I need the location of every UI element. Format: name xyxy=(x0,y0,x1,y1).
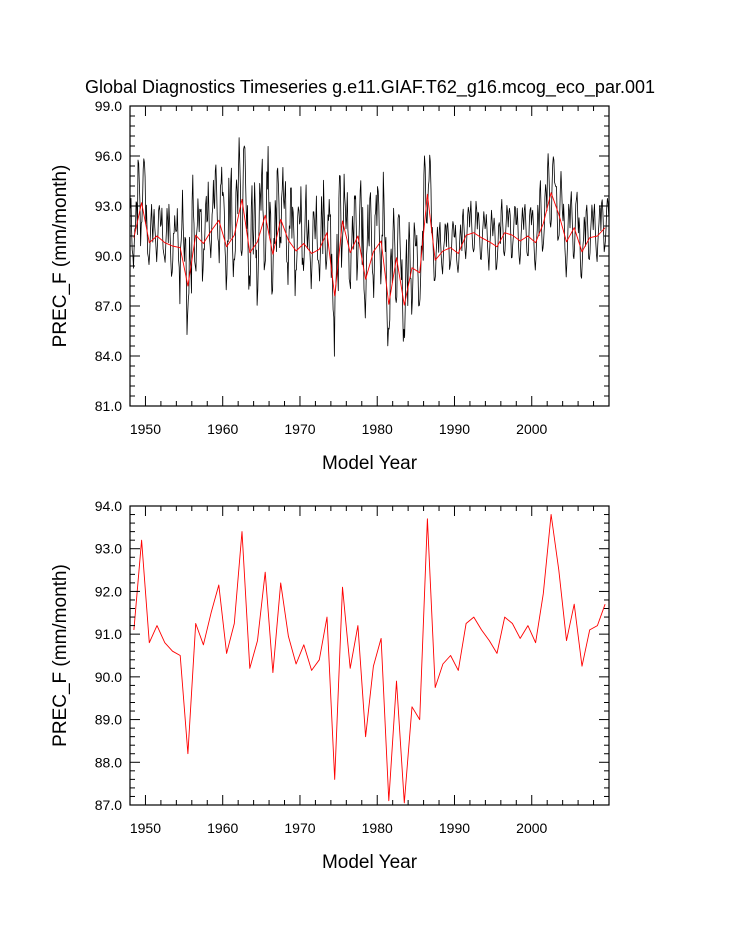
y-axis-title: PREC_F (mm/month) xyxy=(50,165,71,348)
x-tick-label: 1970 xyxy=(284,421,315,437)
x-tick-label: 1990 xyxy=(439,820,470,836)
x-tick-label: 1980 xyxy=(362,820,393,836)
y-tick-label: 91.0 xyxy=(95,626,122,642)
x-tick-label: 2000 xyxy=(516,820,547,836)
y-tick-label: 90.0 xyxy=(95,669,122,685)
y-tick-label: 92.0 xyxy=(95,583,122,599)
y-axis-title: PREC_F (mm/month) xyxy=(50,564,71,747)
panel-annual-mean: 1950 1960 1970 1980 1990 2000 87.0 88.0 89.0 90.0… xyxy=(50,498,610,873)
x-tick-label: 1960 xyxy=(207,421,238,437)
series-line-monthly xyxy=(130,137,609,357)
y-tick-label: 89.0 xyxy=(95,712,122,728)
series-line-annual-mean xyxy=(133,514,606,804)
y-tick-label: 93.0 xyxy=(95,198,122,214)
y-tick-label: 99.0 xyxy=(95,98,122,114)
x-tick-label: 1960 xyxy=(207,820,238,836)
y-tick-label: 93.0 xyxy=(95,541,122,557)
x-tick-label: 1950 xyxy=(130,820,161,836)
x-axis-title: Model Year xyxy=(322,453,418,474)
x-tick-label: 1980 xyxy=(362,421,393,437)
x-tick-label: 2000 xyxy=(516,421,547,437)
y-tick-label: 87.0 xyxy=(95,298,122,314)
plot-frame xyxy=(129,505,610,806)
series-line-annual-mean xyxy=(133,192,606,306)
x-axis-title: Model Year xyxy=(322,852,418,873)
x-tick-label: 1990 xyxy=(439,421,470,437)
y-tick-label: 94.0 xyxy=(95,498,122,514)
figure-title: Global Diagnostics Timeseries g.e11.GIAF… xyxy=(85,77,655,98)
y-tick-label: 81.0 xyxy=(95,398,122,414)
y-tick-label: 87.0 xyxy=(95,797,122,813)
x-tick-label: 1950 xyxy=(130,421,161,437)
panel-monthly-and-annual: 1950 1960 1970 1980 1990 2000 81.0 84.0 87.0 90.0… xyxy=(50,98,610,474)
x-tick-label: 1970 xyxy=(284,820,315,836)
y-tick-label: 84.0 xyxy=(95,348,122,364)
y-tick-label: 96.0 xyxy=(95,148,122,164)
y-tick-label: 90.0 xyxy=(95,248,122,264)
y-tick-label: 88.0 xyxy=(95,754,122,770)
